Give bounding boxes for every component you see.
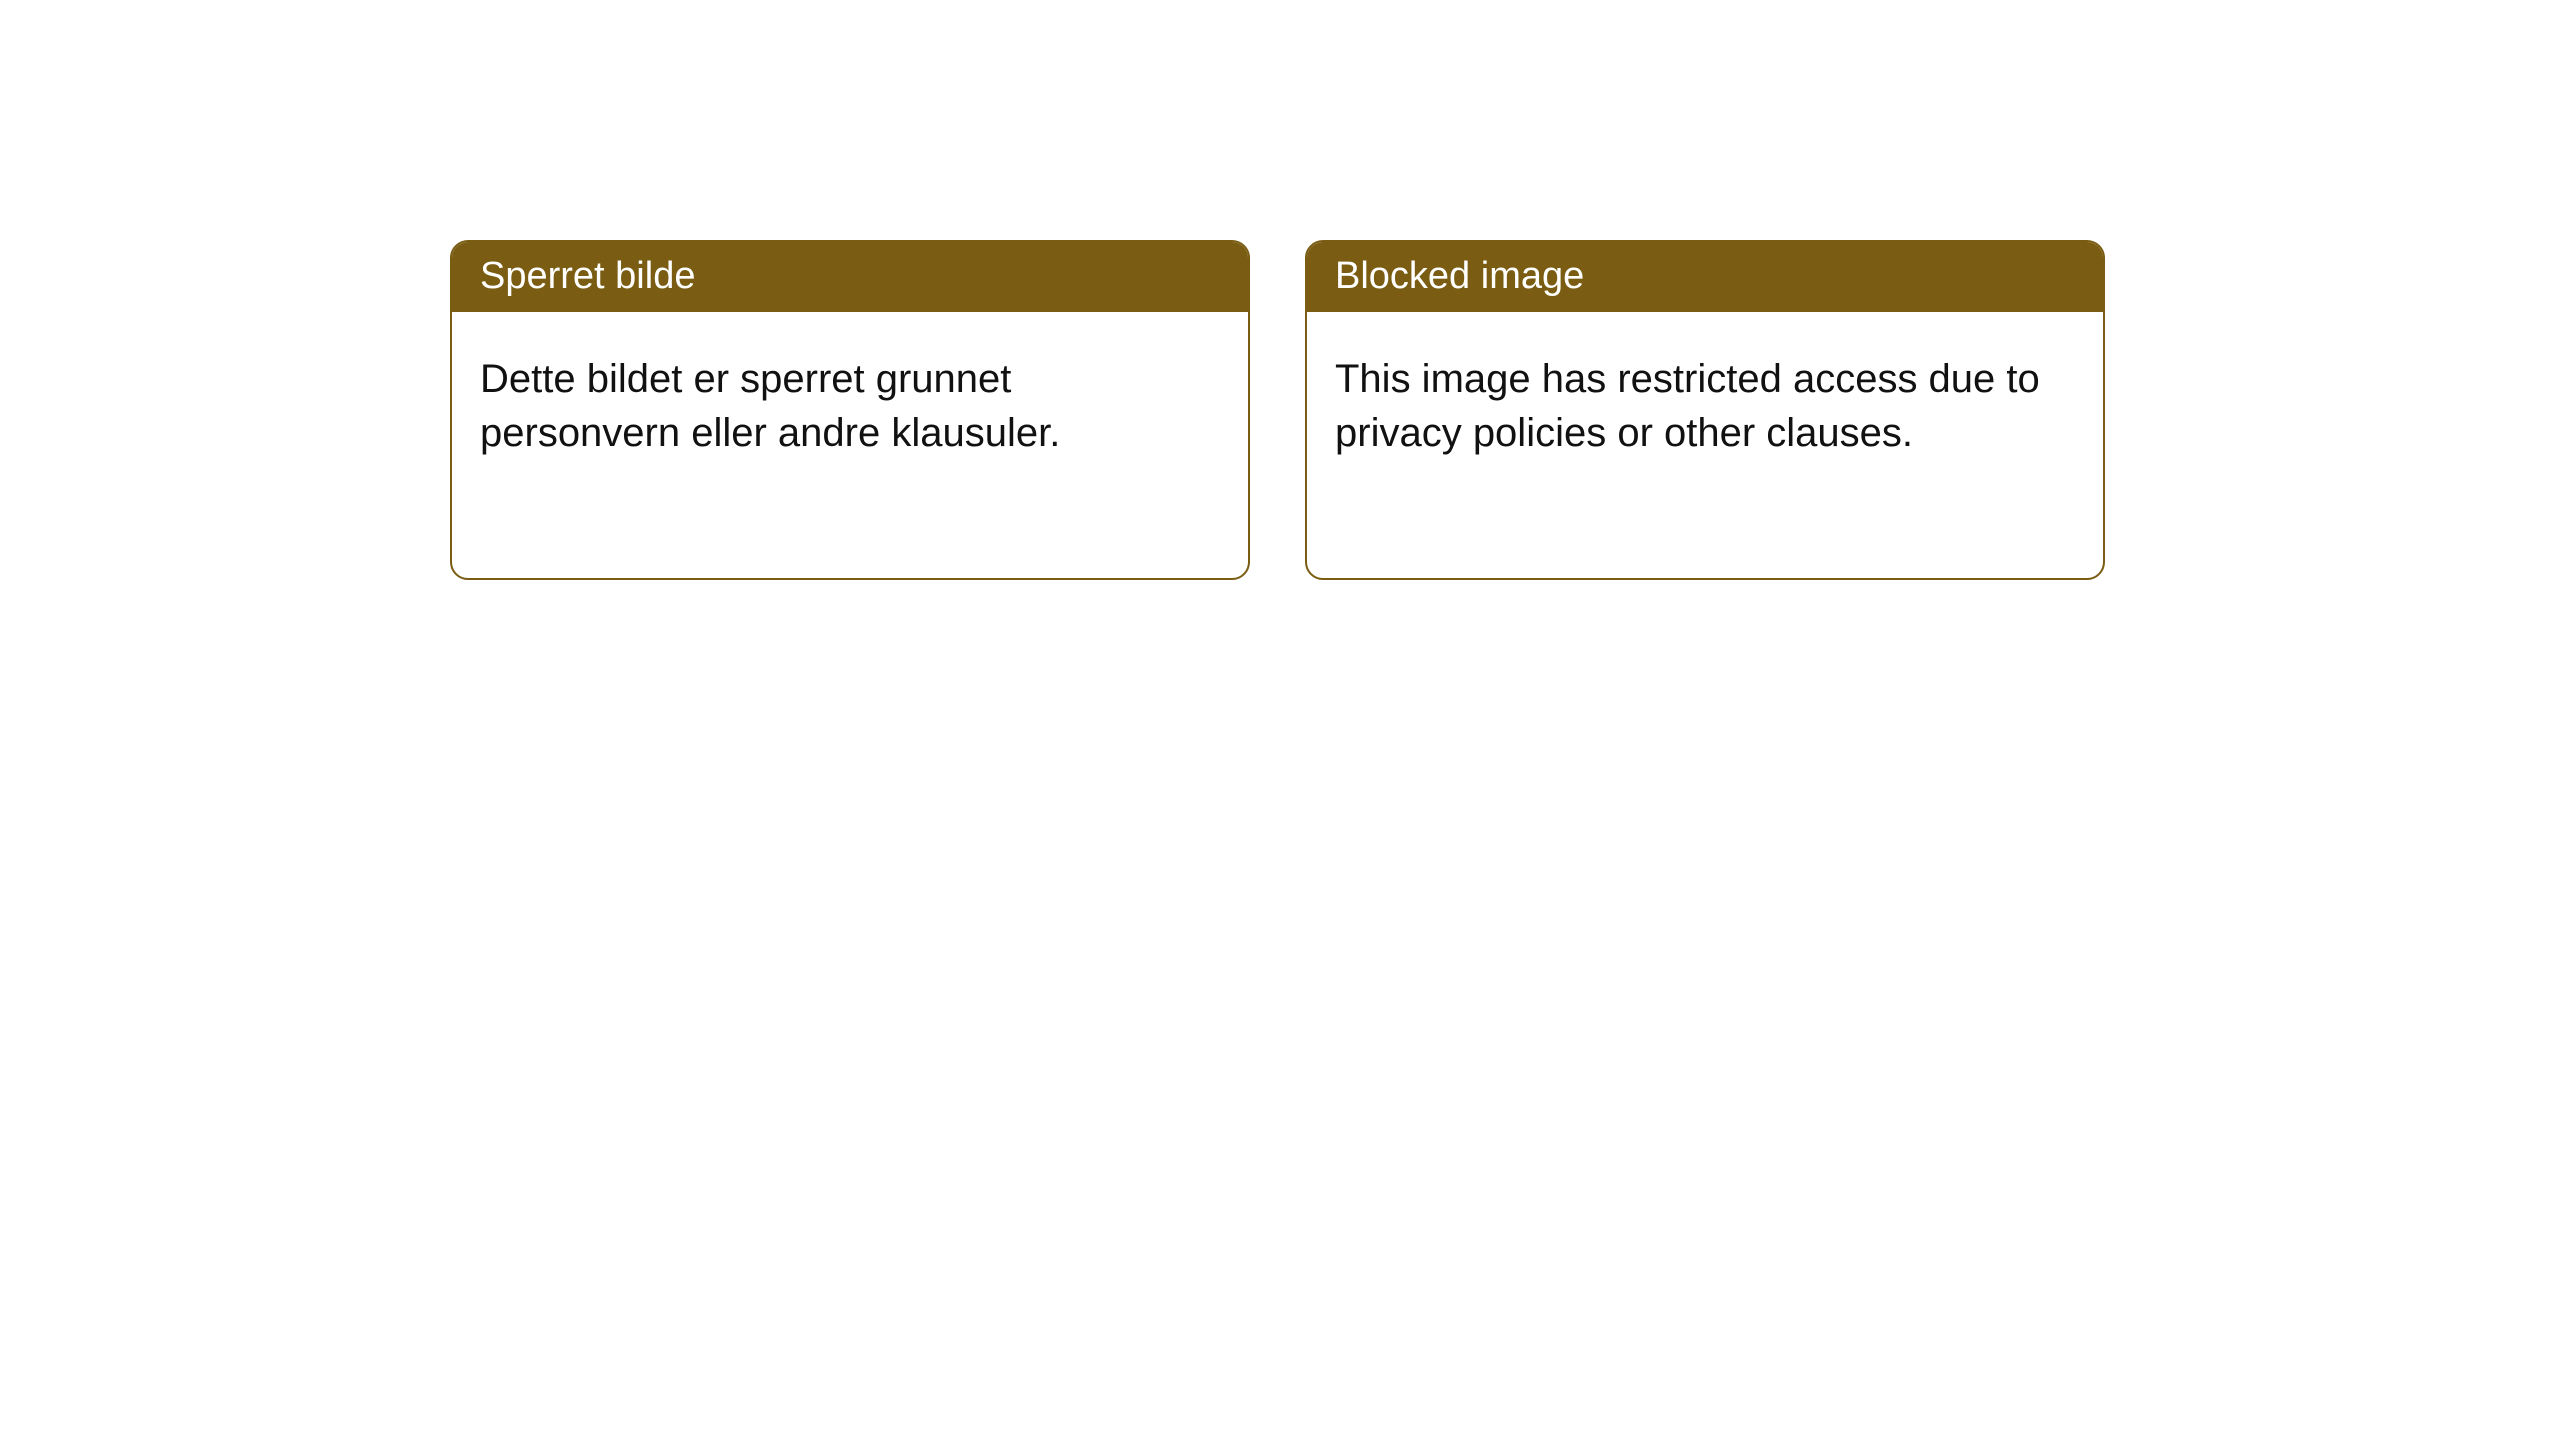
card-body-english: This image has restricted access due to …: [1307, 312, 2103, 500]
notice-card-english: Blocked image This image has restricted …: [1305, 240, 2105, 580]
notice-container: Sperret bilde Dette bildet er sperret gr…: [450, 240, 2105, 580]
card-body-norwegian: Dette bildet er sperret grunnet personve…: [452, 312, 1248, 500]
card-title-english: Blocked image: [1307, 242, 2103, 312]
notice-card-norwegian: Sperret bilde Dette bildet er sperret gr…: [450, 240, 1250, 580]
card-title-norwegian: Sperret bilde: [452, 242, 1248, 312]
